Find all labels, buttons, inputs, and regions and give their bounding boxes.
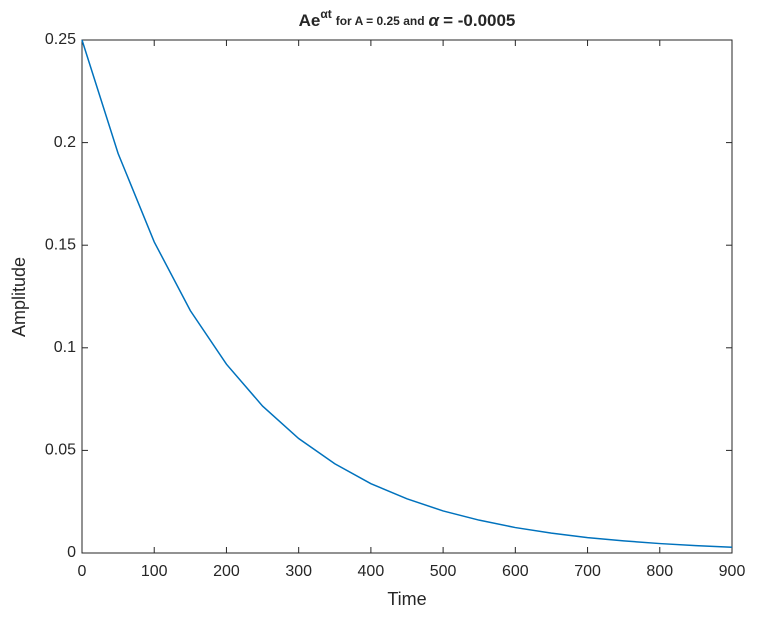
title-end: = -0.0005 [443, 11, 515, 30]
x-axis-label: Time [387, 589, 426, 609]
axes-box [81, 39, 733, 554]
y-tick-label: 0.15 [45, 236, 76, 253]
chart-title: Aeαt for A = 0.25 and α = -0.0005 [299, 7, 516, 30]
x-tick-label: 900 [719, 563, 746, 580]
y-tick-label: 0 [67, 544, 76, 561]
y-tick-label: 0.2 [54, 134, 76, 151]
title-symbol: α [429, 11, 441, 30]
x-tick-label: 100 [141, 563, 168, 580]
y-tick-label: 0.25 [45, 31, 76, 48]
title-superscript: αt [320, 7, 331, 21]
x-tick-label: 500 [430, 563, 457, 580]
x-tick-label: 0 [78, 563, 87, 580]
data-line [81, 39, 733, 549]
title-base: Ae [299, 11, 321, 30]
title-middle: for A = 0.25 and [336, 14, 425, 28]
x-tick-label: 800 [646, 563, 673, 580]
x-tick-label: 700 [574, 563, 601, 580]
x-tick-label: 600 [502, 563, 529, 580]
x-tick-label: 200 [213, 563, 240, 580]
y-axis-label: Amplitude [9, 257, 29, 337]
y-tick-label: 0.05 [45, 442, 76, 459]
y-tick-label: 0.1 [54, 339, 76, 356]
x-tick-label: 400 [358, 563, 385, 580]
x-tick-label: 300 [285, 563, 312, 580]
